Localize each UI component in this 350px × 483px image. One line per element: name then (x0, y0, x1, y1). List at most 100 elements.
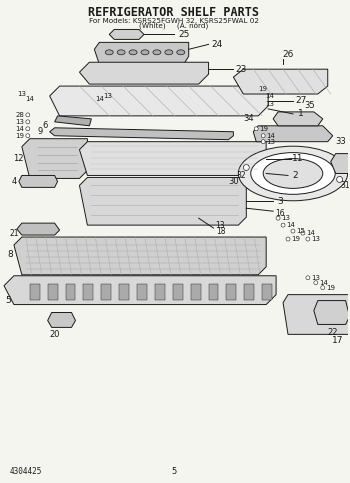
Polygon shape (233, 69, 328, 94)
Text: 30: 30 (228, 177, 239, 186)
Polygon shape (79, 142, 266, 175)
Polygon shape (55, 116, 91, 126)
Bar (65, 284, 76, 299)
Text: 3: 3 (277, 197, 283, 206)
Polygon shape (94, 43, 189, 64)
Text: 5: 5 (5, 296, 11, 305)
Text: 32: 32 (237, 171, 246, 180)
Bar (48, 284, 58, 299)
Polygon shape (19, 175, 58, 187)
Ellipse shape (117, 50, 125, 55)
Circle shape (306, 276, 310, 280)
Text: 26: 26 (282, 50, 294, 59)
Text: 13: 13 (311, 275, 320, 281)
Polygon shape (314, 300, 350, 325)
Ellipse shape (105, 50, 113, 55)
Circle shape (261, 134, 265, 138)
Text: 33: 33 (335, 137, 346, 146)
Text: 21: 21 (9, 228, 19, 238)
Ellipse shape (263, 158, 323, 188)
Polygon shape (253, 126, 333, 142)
Text: 14: 14 (267, 133, 275, 139)
Circle shape (301, 231, 305, 235)
Text: 22: 22 (328, 328, 338, 337)
Circle shape (286, 237, 290, 241)
Polygon shape (79, 62, 209, 84)
Text: 18: 18 (216, 227, 225, 236)
Bar (101, 284, 111, 299)
Text: 11: 11 (292, 154, 304, 163)
Polygon shape (50, 86, 268, 116)
Text: 5: 5 (171, 468, 176, 476)
Text: 24: 24 (211, 40, 222, 49)
Bar (173, 284, 183, 299)
Text: 2: 2 (292, 171, 298, 180)
Text: 14: 14 (287, 222, 295, 228)
Text: 13: 13 (267, 139, 276, 145)
Polygon shape (109, 29, 144, 40)
Text: 19: 19 (260, 126, 269, 132)
Circle shape (243, 165, 249, 170)
Bar (191, 284, 201, 299)
Text: 1: 1 (298, 109, 304, 118)
Circle shape (291, 229, 295, 233)
Text: 25: 25 (178, 30, 189, 39)
Text: (White)     (A. nord): (White) (A. nord) (139, 22, 209, 29)
Bar (137, 284, 147, 299)
Ellipse shape (129, 50, 137, 55)
Text: 14: 14 (25, 96, 34, 102)
Text: 16: 16 (275, 209, 285, 218)
Text: 34: 34 (243, 114, 254, 123)
Text: REFRIGERATOR SHELF PARTS: REFRIGERATOR SHELF PARTS (88, 6, 259, 19)
Polygon shape (14, 237, 266, 275)
Circle shape (314, 281, 318, 284)
Text: 15: 15 (296, 228, 305, 234)
Text: 13: 13 (311, 236, 320, 242)
Polygon shape (17, 223, 60, 235)
Text: 35: 35 (304, 101, 315, 111)
Ellipse shape (141, 50, 149, 55)
Circle shape (254, 127, 258, 131)
Text: For Models: KSRS25FGWH 32, KSRS25FWAL 02: For Models: KSRS25FGWH 32, KSRS25FWAL 02 (89, 17, 259, 24)
Text: 19: 19 (292, 236, 300, 242)
Circle shape (261, 140, 265, 143)
Text: 14: 14 (95, 96, 104, 102)
Text: 19: 19 (326, 284, 335, 291)
Bar (30, 284, 40, 299)
Text: 4304425: 4304425 (10, 468, 42, 476)
Bar (209, 284, 218, 299)
Text: 13: 13 (281, 215, 290, 221)
Text: 20: 20 (49, 330, 60, 339)
Bar (244, 284, 254, 299)
Circle shape (321, 286, 325, 290)
Polygon shape (50, 128, 233, 140)
Ellipse shape (153, 50, 161, 55)
Bar (83, 284, 93, 299)
Text: 19: 19 (259, 86, 268, 92)
Text: 4: 4 (11, 177, 16, 186)
Text: 13: 13 (266, 101, 275, 107)
Polygon shape (4, 276, 276, 305)
Text: 12: 12 (13, 154, 23, 163)
Text: 6: 6 (42, 121, 47, 130)
Circle shape (337, 176, 343, 183)
Text: 13: 13 (15, 119, 24, 125)
Text: 31: 31 (341, 181, 350, 190)
Bar (226, 284, 236, 299)
Polygon shape (22, 139, 88, 178)
Circle shape (281, 223, 285, 227)
Text: 27: 27 (295, 97, 307, 105)
Ellipse shape (177, 50, 185, 55)
Circle shape (26, 113, 30, 117)
Polygon shape (273, 112, 323, 126)
Bar (262, 284, 272, 299)
Bar (155, 284, 165, 299)
Circle shape (26, 134, 30, 138)
Circle shape (306, 237, 310, 241)
Text: 14: 14 (266, 93, 274, 99)
Text: 14: 14 (319, 280, 328, 286)
Bar (119, 284, 129, 299)
Circle shape (26, 127, 30, 131)
Polygon shape (48, 313, 76, 327)
Text: 23: 23 (236, 65, 247, 74)
